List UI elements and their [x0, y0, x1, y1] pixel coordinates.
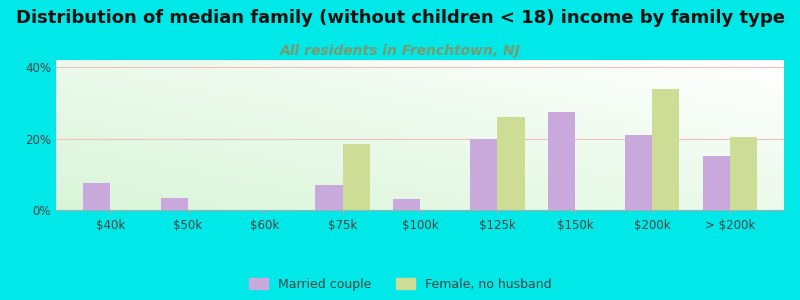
Bar: [652, 88, 679, 210]
Bar: [730, 137, 757, 210]
Text: Distribution of median family (without children < 18) income by family type: Distribution of median family (without c…: [15, 9, 785, 27]
Bar: [342, 144, 370, 210]
Bar: [626, 135, 652, 210]
Bar: [393, 199, 420, 210]
Bar: [315, 185, 342, 210]
Bar: [83, 183, 110, 210]
Bar: [548, 112, 575, 210]
Bar: [498, 117, 525, 210]
Legend: Married couple, Female, no husband: Married couple, Female, no husband: [249, 278, 551, 291]
Bar: [702, 156, 730, 210]
Bar: [470, 139, 498, 210]
Text: All residents in Frenchtown, NJ: All residents in Frenchtown, NJ: [280, 44, 520, 58]
Bar: [161, 197, 188, 210]
